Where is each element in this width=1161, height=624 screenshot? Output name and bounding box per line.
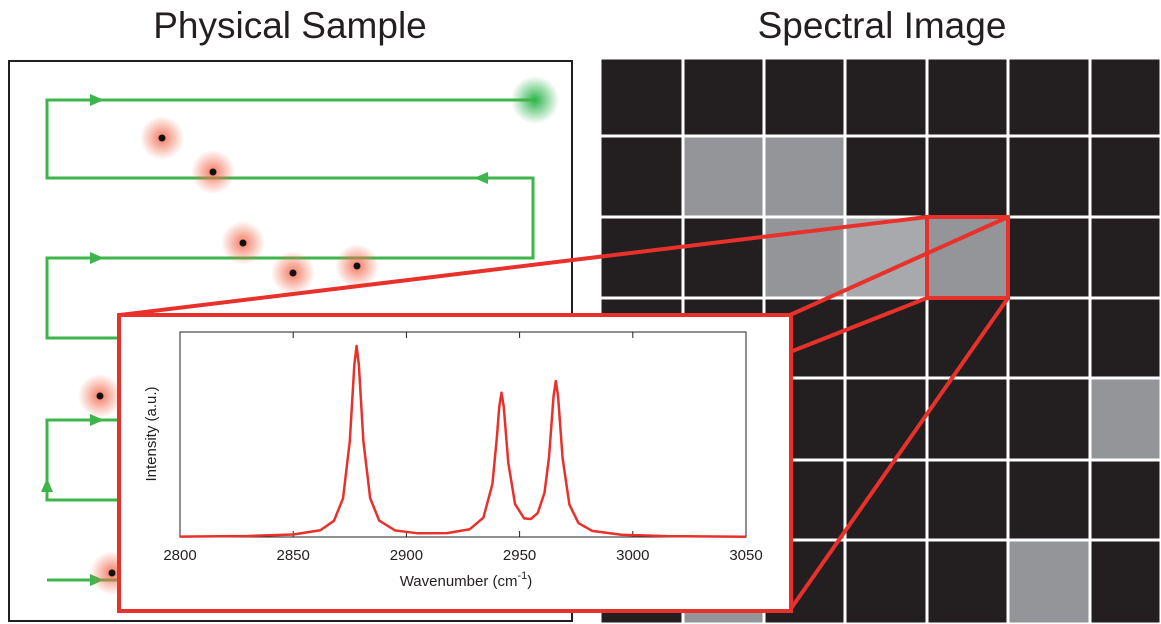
right-title: Spectral Image — [758, 5, 1007, 46]
x-axis-label: Wavenumber (cm-1) — [400, 570, 533, 590]
particle — [209, 168, 217, 176]
arrow — [41, 478, 53, 492]
callout-line — [119, 215, 928, 317]
particle — [108, 569, 116, 577]
pixel — [925, 538, 1010, 624]
x-tick-label: 2800 — [163, 547, 196, 564]
pixel — [1006, 134, 1092, 219]
pixel — [843, 296, 929, 380]
pixel — [1006, 56, 1092, 138]
pixel — [843, 538, 929, 624]
pixel — [598, 215, 685, 300]
particle — [96, 392, 104, 400]
callout-line — [789, 296, 928, 354]
pixel — [1088, 296, 1161, 380]
pixel — [925, 458, 1010, 542]
pixel — [925, 215, 1010, 300]
pixel — [1088, 376, 1161, 462]
x-label-text: Wavenumber (cm — [400, 573, 518, 590]
pixel — [1088, 458, 1161, 542]
pixel — [762, 134, 847, 219]
pixel — [1006, 538, 1092, 624]
pixel — [925, 376, 1010, 462]
pixel — [762, 56, 847, 138]
zoom-callout — [119, 215, 1010, 612]
arrow — [90, 252, 104, 264]
pixel — [681, 215, 766, 300]
x-label-suffix: ) — [527, 573, 532, 590]
pixel — [1088, 56, 1161, 138]
x-tick-label: 3000 — [616, 547, 649, 564]
arrow — [90, 94, 104, 106]
pixel — [843, 134, 929, 219]
spectrum-line — [179, 344, 747, 539]
pixel — [843, 376, 929, 462]
x-tick-label: 3050 — [729, 547, 762, 564]
x-tick-label: 2950 — [503, 547, 536, 564]
pixel — [925, 56, 1010, 138]
spectrum-plot: 2800 2850 2900 2950 3000 3050 — [163, 332, 763, 564]
x-tick-label: 2900 — [390, 547, 423, 564]
selected-pixel — [925, 215, 1010, 300]
y-axis-label: Intensity (a.u.) — [143, 386, 160, 481]
pixel — [1006, 215, 1092, 300]
x-label-superscript: -1 — [518, 570, 528, 582]
pixel — [1006, 458, 1092, 542]
particle — [239, 239, 247, 247]
particle — [289, 269, 297, 277]
pixel — [1006, 296, 1092, 380]
arrow — [474, 172, 488, 184]
callout-line — [788, 296, 1010, 612]
pixel — [1088, 538, 1161, 624]
pixel — [1088, 215, 1161, 300]
pixel — [925, 134, 1010, 219]
pixel — [598, 56, 685, 138]
inset-frame — [117, 313, 793, 613]
pixel — [843, 56, 929, 138]
callout-line — [789, 215, 1009, 317]
pixel — [1088, 134, 1161, 219]
pixel — [681, 134, 766, 219]
pixel — [1006, 376, 1092, 462]
pixel — [598, 134, 685, 219]
particle — [158, 134, 166, 142]
pixel — [925, 296, 1010, 380]
pixel — [681, 56, 766, 138]
left-title: Physical Sample — [153, 5, 427, 46]
plot-frame — [179, 331, 747, 538]
x-tick-label: 2850 — [277, 547, 310, 564]
particle — [353, 262, 361, 270]
